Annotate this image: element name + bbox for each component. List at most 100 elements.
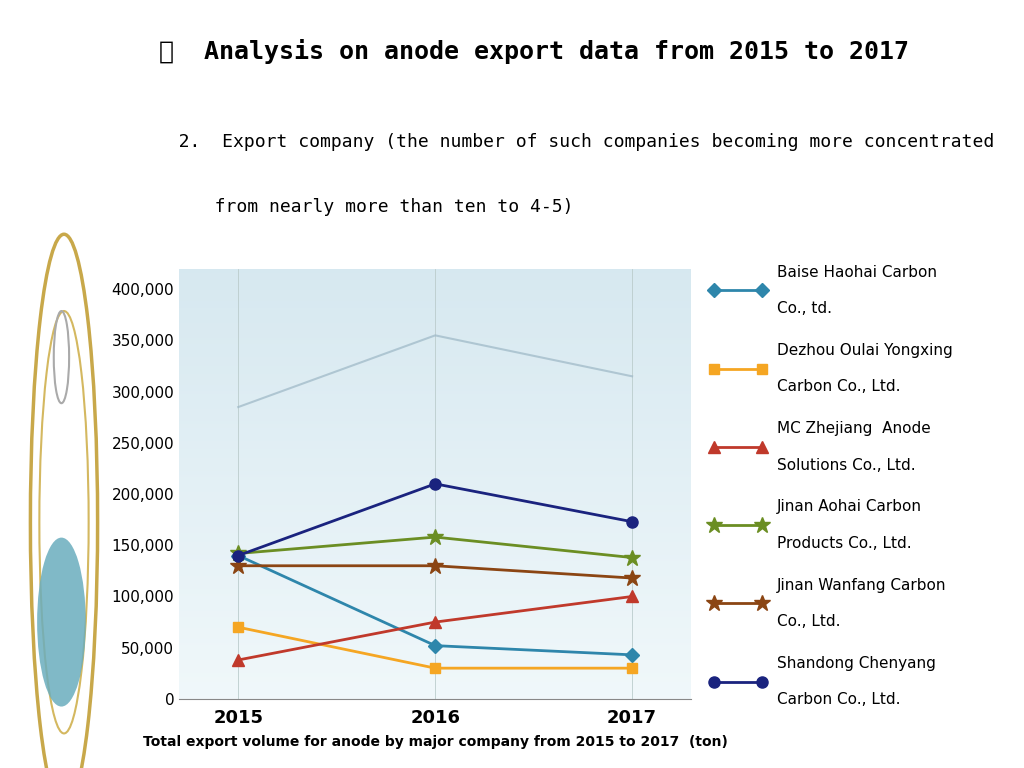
Bar (179, 554, 691, 557)
Bar (179, 680, 691, 682)
Bar (179, 650, 691, 651)
Bar (179, 578, 691, 581)
Bar (179, 503, 691, 505)
Bar (179, 368, 691, 370)
Bar (179, 664, 691, 667)
Bar (179, 671, 691, 673)
Bar (179, 314, 691, 316)
Bar (179, 596, 691, 598)
Bar (179, 342, 691, 344)
Bar (179, 576, 691, 578)
Bar (179, 286, 691, 288)
Bar (179, 630, 691, 632)
Text: Products Co., Ltd.: Products Co., Ltd. (777, 536, 911, 551)
Text: Carbon Co., Ltd.: Carbon Co., Ltd. (777, 379, 900, 394)
Bar (179, 425, 691, 428)
Bar (179, 359, 691, 361)
Bar (179, 598, 691, 600)
Bar (179, 611, 691, 613)
Bar (179, 454, 691, 456)
Bar (179, 430, 691, 432)
Bar (179, 637, 691, 639)
Bar (179, 645, 691, 647)
Bar (179, 613, 691, 615)
Bar (179, 510, 691, 511)
Bar (179, 385, 691, 387)
Bar (179, 415, 691, 417)
Bar (179, 275, 691, 277)
Text: Co., td.: Co., td. (777, 301, 831, 316)
Bar (179, 436, 691, 439)
Bar (179, 673, 691, 675)
Bar (179, 465, 691, 467)
Bar (179, 307, 691, 310)
Bar (179, 531, 691, 533)
Bar (179, 581, 691, 583)
Bar (179, 501, 691, 503)
Bar (179, 443, 691, 445)
Bar (179, 608, 691, 611)
Bar (179, 559, 691, 561)
Bar (179, 290, 691, 293)
Text: from nearly more than ten to 4-5): from nearly more than ten to 4-5) (182, 198, 573, 216)
Text: Ⅱ  Analysis on anode export data from 2015 to 2017: Ⅱ Analysis on anode export data from 201… (160, 38, 909, 64)
Bar (179, 355, 691, 357)
Ellipse shape (37, 538, 86, 707)
Bar (179, 553, 691, 554)
Bar (179, 462, 691, 465)
Bar (179, 467, 691, 468)
Text: 2.  Export company (the number of such companies becoming more concentrated: 2. Export company (the number of such co… (146, 134, 994, 151)
Bar (179, 379, 691, 381)
Bar (179, 422, 691, 424)
Bar (179, 525, 691, 527)
Bar (179, 499, 691, 501)
Bar (179, 697, 691, 699)
Bar (179, 439, 691, 441)
Bar (179, 413, 691, 415)
Bar (179, 306, 691, 307)
Bar (179, 492, 691, 495)
Bar (179, 604, 691, 607)
Bar (179, 419, 691, 422)
Bar (179, 473, 691, 475)
Bar (179, 527, 691, 529)
Bar (179, 376, 691, 379)
Text: Jinan Aohai Carbon: Jinan Aohai Carbon (777, 499, 922, 515)
Text: Shandong Chenyang: Shandong Chenyang (777, 656, 936, 671)
Bar (179, 643, 691, 645)
Bar (179, 338, 691, 339)
Bar (179, 619, 691, 621)
Bar (179, 522, 691, 525)
Bar (179, 277, 691, 280)
Bar (179, 402, 691, 404)
Bar (179, 587, 691, 589)
Bar (179, 632, 691, 634)
Bar (179, 320, 691, 323)
Bar (179, 323, 691, 325)
Bar (179, 381, 691, 382)
Bar (179, 565, 691, 568)
Text: Solutions Co., Ltd.: Solutions Co., Ltd. (777, 458, 915, 472)
Bar (179, 299, 691, 301)
Bar (179, 490, 691, 492)
Bar (179, 475, 691, 478)
Bar (179, 316, 691, 318)
Bar (179, 460, 691, 462)
Bar (179, 602, 691, 604)
Bar (179, 585, 691, 587)
Bar (179, 318, 691, 320)
Bar (179, 293, 691, 295)
Bar (179, 551, 691, 553)
Bar (179, 682, 691, 684)
Bar (179, 669, 691, 671)
Bar (179, 658, 691, 660)
Bar (179, 594, 691, 596)
Bar (179, 529, 691, 531)
Bar (179, 624, 691, 626)
Bar (179, 468, 691, 471)
Bar (179, 544, 691, 546)
Text: Jinan Wanfang Carbon: Jinan Wanfang Carbon (777, 578, 946, 593)
Bar (179, 284, 691, 286)
Bar (179, 591, 691, 594)
Bar (179, 363, 691, 366)
